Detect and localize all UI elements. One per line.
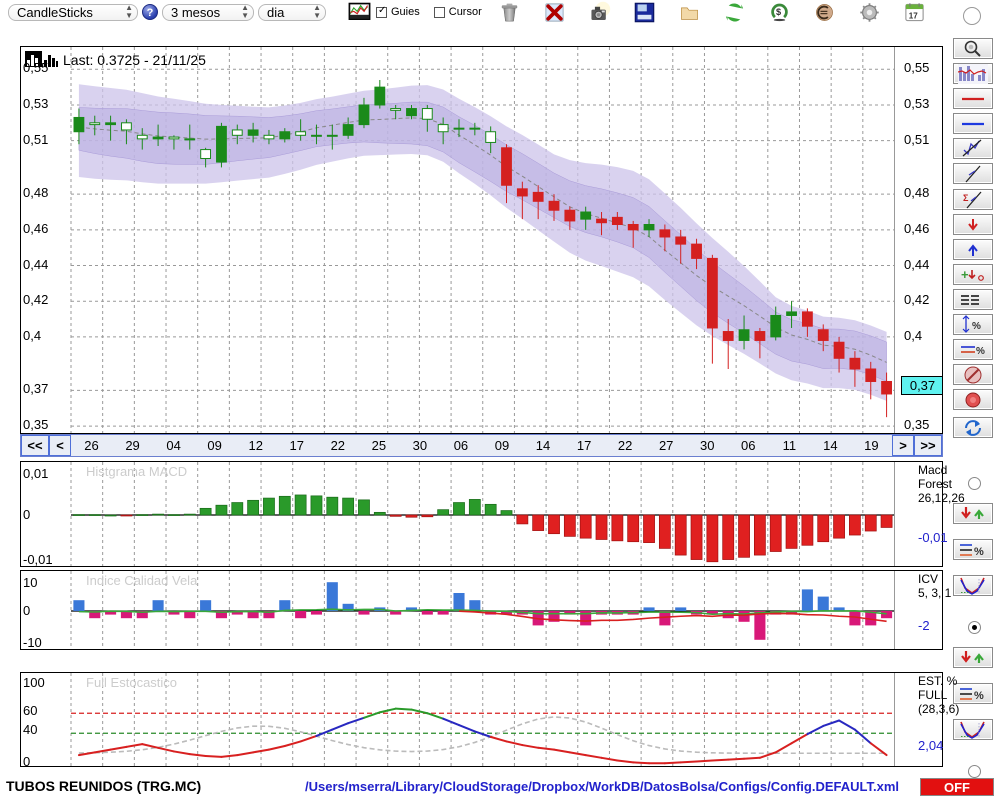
svg-text:%: % <box>974 546 984 558</box>
svg-text:Σ: Σ <box>963 193 969 203</box>
svg-text:%: % <box>974 690 984 702</box>
svg-text:%: % <box>976 346 985 357</box>
svg-text:%: % <box>972 321 981 332</box>
svg-text:$: $ <box>776 6 781 16</box>
svg-text:+: + <box>961 267 969 282</box>
svg-text:17: 17 <box>909 11 918 20</box>
